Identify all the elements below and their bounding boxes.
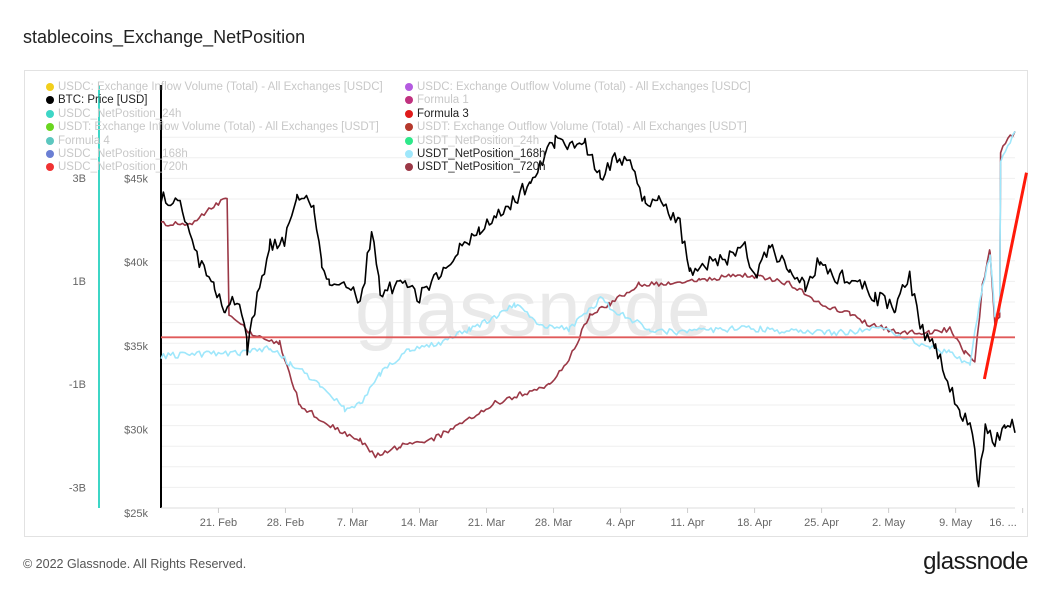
- legend-label: USDC_NetPosition_720h: [58, 161, 188, 174]
- left-tick-label: -1B: [69, 379, 86, 391]
- legend-label: USDC: Exchange Outflow Volume (Total) - …: [417, 81, 751, 93]
- legend-item[interactable]: USDC_NetPosition_24h: [46, 108, 181, 120]
- legend-dot-icon: [46, 150, 54, 158]
- legend-item[interactable]: USDC_NetPosition_720h: [46, 161, 188, 173]
- legend-item[interactable]: BTC: Price [USD]: [46, 94, 147, 106]
- legend-item[interactable]: USDT_NetPosition_720h: [405, 161, 546, 173]
- price-tick-label: $40k: [124, 257, 148, 269]
- legend-label: Formula 1: [417, 94, 469, 107]
- legend-item[interactable]: USDT: Exchange Inflow Volume (Total) - A…: [46, 121, 379, 133]
- left-axis: 3B 1B -1B -3B: [69, 173, 86, 495]
- legend-dot-icon: [405, 96, 413, 105]
- series-line-usdt-netposition-168h: [160, 130, 1016, 413]
- legend-dot-icon: [405, 109, 413, 118]
- legend-label: USDC: Exchange Inflow Volume (Total) - A…: [58, 81, 383, 93]
- legend-item[interactable]: USDC_NetPosition_168h: [46, 148, 188, 160]
- series-group: [160, 130, 1028, 488]
- x-tick-label: 4. Apr: [606, 517, 635, 529]
- legend-label: USDT: Exchange Outflow Volume (Total) - …: [417, 121, 747, 134]
- legend-label: Formula 3: [417, 107, 469, 120]
- legend-item[interactable]: Formula 3: [405, 108, 469, 120]
- page-title: stablecoins_Exchange_NetPosition: [23, 27, 306, 47]
- legend-item[interactable]: USDC: Exchange Outflow Volume (Total) - …: [405, 81, 751, 93]
- legend-dot-icon: [46, 123, 54, 132]
- legend-dot-icon: [405, 123, 413, 132]
- legend-dot-icon: [405, 83, 413, 91]
- legend-dot-icon: [405, 150, 413, 158]
- x-tick-label: 21. Mar: [468, 517, 506, 529]
- legend-label: USDC_NetPosition_168h: [58, 148, 188, 160]
- x-tick-label: 21. Feb: [200, 517, 237, 529]
- left-tick-label: 3B: [73, 173, 86, 185]
- x-tick-label: 11. Apr: [671, 517, 705, 529]
- legend-label: USDT_NetPosition_720h: [417, 161, 546, 174]
- price-tick-label: $45k: [124, 174, 148, 186]
- x-tick-label: 16. ...: [989, 517, 1017, 529]
- legend-item[interactable]: USDC: Exchange Inflow Volume (Total) - A…: [46, 81, 383, 93]
- legend-item[interactable]: Formula 1: [405, 94, 469, 106]
- glassnode-logo[interactable]: glassnode: [923, 548, 1028, 575]
- legend-label: BTC: Price [USD]: [58, 94, 148, 107]
- x-tick-label: 2. May: [872, 517, 906, 529]
- x-tick-label: 9. May: [939, 517, 973, 529]
- legend-dot-icon: [46, 96, 54, 105]
- legend-label: Formula 4: [58, 134, 110, 147]
- legend-dot-icon: [46, 136, 54, 145]
- legend-item[interactable]: USDT_NetPosition_168h: [405, 148, 546, 160]
- legend-dot-icon: [46, 109, 54, 118]
- x-tick-label: 25. Apr: [804, 517, 839, 529]
- series-line-btc-price-usd-: [160, 134, 1016, 488]
- x-tick-label: 28. Feb: [267, 517, 304, 529]
- legend-dot-icon: [46, 83, 54, 91]
- x-tick-label: 7. Mar: [337, 517, 369, 529]
- x-axis: 21. Feb 28. Feb 7. Mar 14. Mar 21. Mar 28. Ma…: [161, 507, 1024, 529]
- x-tick-label: 28. Mar: [535, 517, 573, 529]
- legend-dot-icon: [46, 163, 54, 172]
- price-axis: $45k $40k $35k $30k $25k: [124, 174, 148, 520]
- x-tick-label: 18. Apr: [737, 517, 772, 529]
- price-tick-label: $30k: [124, 424, 148, 436]
- copyright: © 2022 Glassnode. All Rights Reserved.: [23, 557, 247, 571]
- legend-label: USDT_NetPosition_168h: [417, 148, 546, 160]
- series-line-formula-3-rising-: [982, 172, 1028, 380]
- legend-item[interactable]: Formula 4: [46, 135, 110, 147]
- price-tick-label: $25k: [124, 508, 148, 520]
- legend-item[interactable]: USDT_NetPosition_24h: [405, 135, 539, 147]
- legend-label: USDC_NetPosition_24h: [58, 107, 182, 120]
- watermark: glassnode: [355, 264, 711, 352]
- price-tick-label: $35k: [124, 341, 148, 353]
- gridlines: [161, 136, 1015, 509]
- legend-label: USDT_NetPosition_24h: [417, 134, 540, 147]
- legend-dot-icon: [405, 163, 413, 172]
- left-tick-label: 1B: [73, 276, 86, 288]
- legend-label: USDT: Exchange Inflow Volume (Total) - A…: [58, 121, 379, 134]
- chart-panel: [24, 70, 1028, 537]
- legend-item[interactable]: USDT: Exchange Outflow Volume (Total) - …: [405, 121, 747, 133]
- legend-dot-icon: [405, 136, 413, 145]
- left-tick-label: -3B: [69, 482, 86, 494]
- x-tick-label: 14. Mar: [401, 517, 439, 529]
